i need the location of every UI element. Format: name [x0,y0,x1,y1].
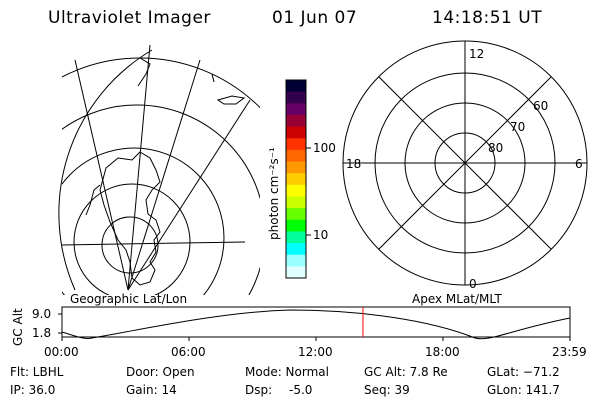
map-edge [58,49,153,291]
coast-fragment [211,73,215,83]
colorbar-cell [286,80,306,93]
time-tick-2359: 23:59 [552,345,587,359]
glon-info: GLon: 141.7 [487,383,560,397]
filter-info: Flt: LBHL [10,365,64,379]
door-info: Door: Open [126,365,195,379]
peninsula-coast [85,184,101,216]
meridian [127,45,151,291]
colorbar-cell [286,196,306,209]
colorbar-cell [286,208,306,221]
colorbar-cell [286,91,306,104]
alt-axis-label: GC Alt [11,308,25,346]
colorbar-cell [286,266,306,279]
coast-fragment [137,57,151,87]
colorbar-cell [286,114,306,128]
glat-info: GLat: −71.2 [487,365,560,379]
lat-label-70: 70 [510,120,525,134]
mlt-diagonal [378,76,552,250]
dsp-label: Dsp: [245,383,272,397]
polar-map-label: Apex MLat/MLT [412,292,502,306]
mlt-label-18: 18 [346,157,361,171]
colorbar-cell [286,138,306,151]
lat-circle [73,183,191,295]
colorbar-cell [286,243,306,256]
altitude-plot: 9.0 1.8 GC Alt 00:00 06:00 12:00 18:00 2… [11,306,587,359]
colorbar-cell [286,149,306,163]
polar-map [342,40,588,286]
geographic-map-label: Geographic Lat/Lon [70,292,187,306]
gain-info: Gain: 14 [126,383,177,397]
mlt-label-12: 12 [469,47,484,61]
island-coast [216,95,246,105]
lat-circle [62,147,225,295]
alt-tick-9: 9.0 [32,307,51,321]
mlt-label-0: 0 [469,277,477,291]
colorbar-tick-10: 10 [313,228,328,242]
colorbar-cell [286,254,306,267]
instrument-title: Ultraviolet Imager [48,8,211,28]
meridian [74,59,129,291]
meridian [127,99,251,291]
colorbar-cell [286,173,306,186]
time-tick-1200: 12:00 [298,345,333,359]
geographic-map [58,45,260,295]
colorbar-axis-label: photon cm⁻²s⁻¹ [267,147,281,240]
time-tick-1800: 18:00 [425,345,460,359]
info-panel: Flt: LBHL IP: 36.0 Door: Open Gain: 14 M… [10,365,560,397]
time-tick-0000: 00:00 [44,345,79,359]
colorbar: 100 10 photon cm⁻²s⁻¹ [267,79,336,279]
colorbar-cell [286,103,306,116]
mode-info: Mode: Normal [245,365,329,379]
colorbar-cell [286,161,306,174]
colorbar-cell [286,184,306,197]
colorbar-cell [286,126,306,139]
dsp-value: -5.0 [289,383,312,397]
meridian [127,59,201,291]
lat-label-60: 60 [533,99,548,113]
meridian [62,241,246,246]
gc-alt-info: GC Alt: 7.8 Re [364,365,448,379]
mlt-label-6: 6 [575,157,583,171]
lat-label-80: 80 [488,141,503,155]
colorbar-tick-100: 100 [313,141,336,155]
image-time: 14:18:51 UT [432,8,543,28]
antarctica-coast [99,151,161,286]
time-tick-0600: 06:00 [171,345,206,359]
colorbar-cell [286,231,306,244]
colorbar-cell [286,219,306,232]
ip-info: IP: 36.0 [10,383,55,397]
alt-tick-1-8: 1.8 [32,326,51,340]
image-date: 01 Jun 07 [272,8,358,28]
altitude-curve [61,309,571,340]
lat-circle [62,104,260,295]
seq-info: Seq: 39 [364,383,410,397]
